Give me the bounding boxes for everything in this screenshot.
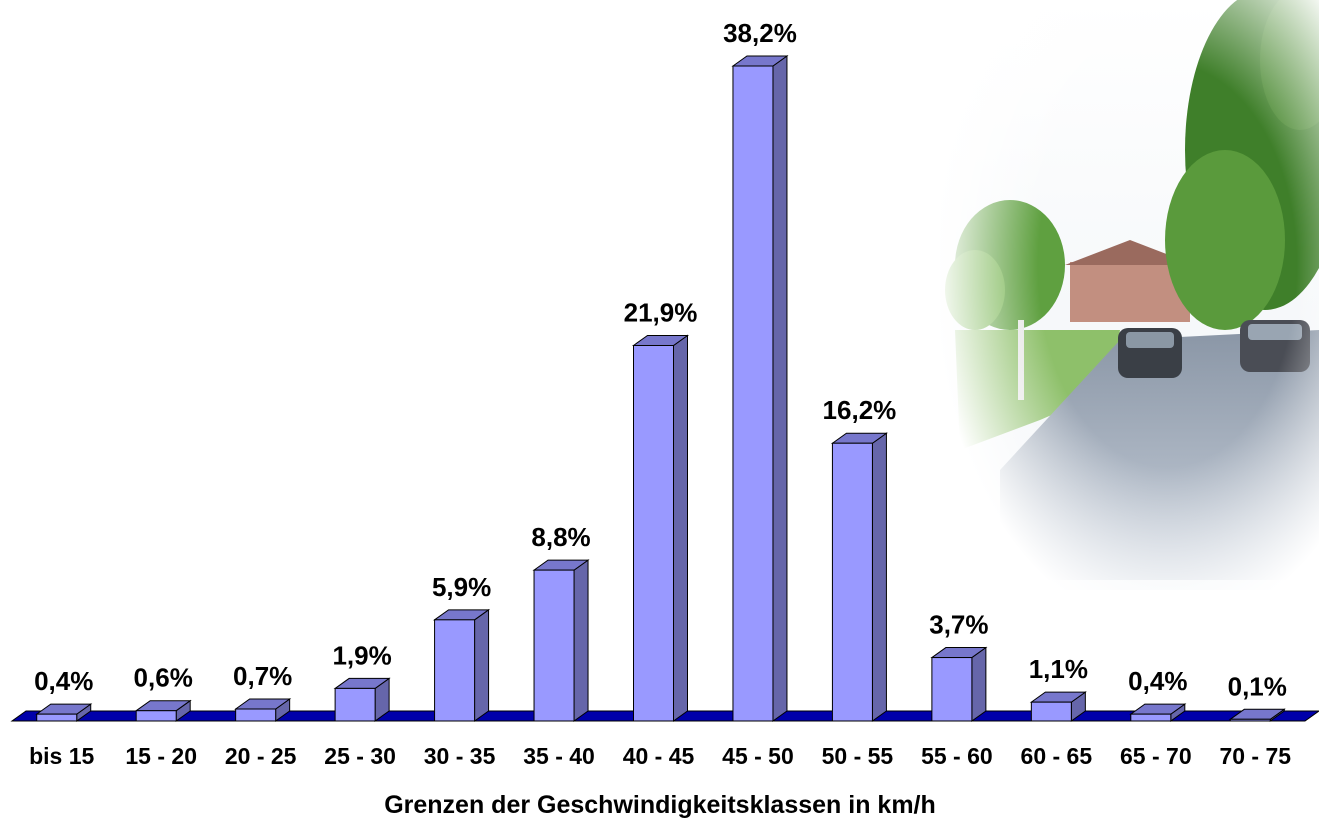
bar-value-label: 0,4% (1128, 666, 1187, 696)
bar-value-label: 8,8% (531, 522, 590, 552)
category-label: 55 - 60 (921, 743, 993, 769)
bar-value-label: 16,2% (823, 395, 897, 425)
category-label: 25 - 30 (324, 743, 396, 769)
category-label: 15 - 20 (125, 743, 197, 769)
bar-value-label: 0,1% (1228, 671, 1287, 701)
bar-12 (1228, 708, 1286, 722)
bar-1 (134, 699, 192, 722)
category-label: 30 - 35 (424, 743, 496, 769)
bar-value-label: 1,1% (1029, 654, 1088, 684)
bar-value-label: 5,9% (432, 572, 491, 602)
road-photo-icon (940, 0, 1319, 590)
bar-6 (631, 334, 690, 722)
category-label: 60 - 65 (1021, 743, 1093, 769)
bar-value-label: 0,6% (134, 663, 193, 693)
category-label: 70 - 75 (1219, 743, 1291, 769)
category-label: 40 - 45 (623, 743, 695, 769)
bar-3 (333, 677, 391, 722)
category-label: 65 - 70 (1120, 743, 1192, 769)
bar-value-label: 38,2% (723, 18, 797, 48)
category-label: 45 - 50 (722, 743, 794, 769)
bar-5 (532, 559, 590, 722)
bar-7 (731, 55, 789, 722)
category-label: 50 - 55 (822, 743, 894, 769)
bar-4 (433, 608, 491, 722)
category-label: bis 15 (29, 743, 94, 769)
bar-11 (1129, 703, 1187, 722)
bar-value-label: 3,7% (929, 610, 988, 640)
bar-value-label: 0,7% (233, 661, 292, 691)
bar-value-label: 21,9% (624, 297, 698, 327)
bar-9 (930, 646, 988, 722)
category-label: 35 - 40 (523, 743, 595, 769)
bar-2 (234, 698, 292, 722)
bar-10 (1029, 691, 1087, 722)
category-label: 20 - 25 (225, 743, 297, 769)
bar-8 (830, 432, 888, 722)
bar-value-label: 0,4% (34, 666, 93, 696)
x-axis-title: Grenzen der Geschwindigkeitsklassen in k… (384, 791, 936, 819)
bar-0 (35, 703, 93, 722)
bar-value-label: 1,9% (332, 640, 391, 670)
